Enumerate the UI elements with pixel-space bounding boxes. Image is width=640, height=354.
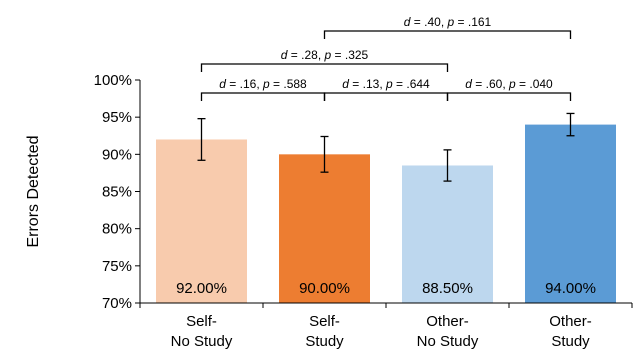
bars bbox=[156, 124, 616, 303]
error-bars bbox=[197, 112, 575, 182]
y-tick-label: 100% bbox=[94, 72, 132, 89]
x-axis: Self-No Study Self-Study Other-No Study Oth… bbox=[139, 302, 633, 350]
comparison-label: d = .28, p = .325 bbox=[281, 48, 369, 62]
x-tick-label: Other-No Study bbox=[417, 313, 479, 350]
y-tick-label: 70% bbox=[102, 295, 132, 312]
data-label: 90.00% bbox=[299, 280, 350, 297]
y-tick-label: 85% bbox=[102, 184, 132, 201]
x-tick-label: Self-Study bbox=[305, 313, 344, 350]
significance-bracket bbox=[200, 92, 326, 101]
y-axis: 70% 75% 80% 85% 90% 95% 100% bbox=[94, 72, 141, 312]
x-tick-label: Self-No Study bbox=[171, 313, 233, 350]
y-tick-label: 95% bbox=[102, 109, 132, 126]
significance-bracket bbox=[446, 92, 572, 101]
bar bbox=[279, 154, 370, 303]
significance-bracket bbox=[323, 30, 572, 39]
comparison-label: d = .16, p = .588 bbox=[219, 77, 307, 91]
significance-brackets: d = .16, p = .588 d = .13, p = .644 d = .6… bbox=[200, 15, 572, 101]
y-axis-title: Errors Detected bbox=[25, 135, 42, 247]
y-tick-label: 80% bbox=[102, 221, 132, 238]
comparison-label: d = .40, p = .161 bbox=[404, 15, 492, 29]
data-label: 88.50% bbox=[422, 280, 473, 297]
bar bbox=[402, 165, 493, 303]
significance-bracket bbox=[323, 92, 449, 101]
comparison-label: d = .60, p = .040 bbox=[465, 77, 553, 91]
bar bbox=[525, 124, 616, 303]
comparison-label: d = .13, p = .644 bbox=[342, 77, 430, 91]
data-label: 94.00% bbox=[545, 280, 596, 297]
x-tick-label: Other-Study bbox=[549, 313, 592, 350]
y-tick-label: 90% bbox=[102, 146, 132, 163]
data-label: 92.00% bbox=[176, 280, 227, 297]
y-tick-label: 75% bbox=[102, 258, 132, 275]
value-labels: 92.00% 90.00% 88.50% 94.00% bbox=[176, 280, 596, 297]
significance-bracket bbox=[200, 63, 449, 72]
bar bbox=[156, 139, 247, 303]
